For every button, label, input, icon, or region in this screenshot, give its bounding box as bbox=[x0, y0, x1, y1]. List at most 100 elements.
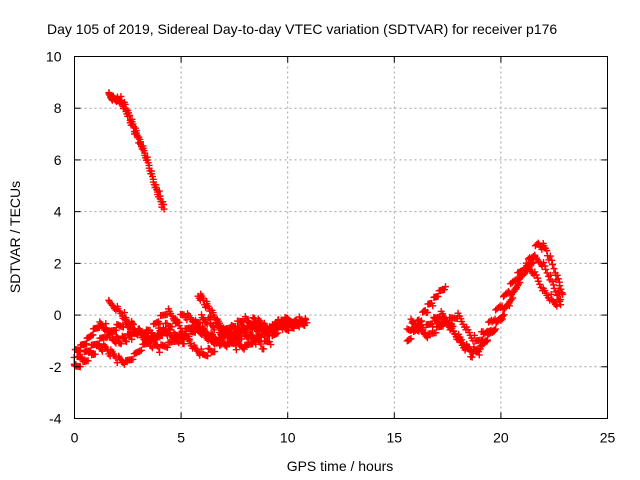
data-point bbox=[204, 352, 212, 360]
data-point bbox=[529, 252, 537, 260]
data-point bbox=[117, 92, 125, 100]
data-point bbox=[160, 205, 168, 213]
data-point bbox=[218, 340, 226, 348]
data-point bbox=[231, 333, 239, 341]
data-point bbox=[129, 355, 137, 363]
data-point bbox=[482, 338, 490, 346]
y-tick-label: 8 bbox=[54, 100, 62, 116]
data-point bbox=[84, 357, 92, 365]
data-point bbox=[500, 311, 508, 319]
data-point bbox=[412, 326, 420, 334]
plot-frame bbox=[74, 56, 608, 419]
data-point bbox=[407, 335, 415, 343]
data-point bbox=[295, 313, 303, 321]
data-point bbox=[424, 308, 432, 316]
data-point bbox=[223, 343, 231, 351]
data-point bbox=[156, 320, 164, 328]
data-point bbox=[161, 327, 169, 335]
y-tick-label: 4 bbox=[54, 204, 62, 220]
data-point bbox=[303, 319, 311, 327]
grid-lines bbox=[74, 56, 608, 419]
data-point bbox=[531, 251, 539, 259]
x-tick-label: 5 bbox=[177, 430, 185, 446]
y-tick-label: -4 bbox=[49, 411, 62, 427]
data-point bbox=[505, 289, 513, 297]
x-axis-ticks: 0 5 10 15 20 25 bbox=[71, 56, 616, 446]
data-point bbox=[91, 350, 99, 358]
data-point bbox=[232, 346, 240, 354]
data-point bbox=[79, 356, 87, 364]
data-point bbox=[553, 302, 561, 310]
data-point bbox=[536, 280, 544, 288]
data-point bbox=[559, 290, 567, 298]
data-point bbox=[490, 326, 498, 334]
data-point bbox=[550, 284, 558, 292]
y-tick-label: 6 bbox=[54, 152, 62, 168]
data-point bbox=[492, 325, 500, 333]
data-point bbox=[302, 316, 310, 324]
x-tick-label: 20 bbox=[493, 430, 509, 446]
y-tick-label: 2 bbox=[54, 255, 62, 271]
data-point bbox=[428, 320, 436, 328]
data-point bbox=[120, 309, 128, 317]
data-point bbox=[270, 325, 278, 333]
data-point bbox=[531, 268, 539, 276]
data-point bbox=[499, 312, 507, 320]
data-point bbox=[248, 321, 256, 329]
data-point bbox=[509, 294, 517, 302]
data-point bbox=[441, 283, 449, 291]
data-point bbox=[125, 111, 133, 119]
data-point bbox=[148, 344, 156, 352]
data-point bbox=[199, 296, 207, 304]
x-tick-label: 25 bbox=[600, 430, 616, 446]
y-tick-label: 10 bbox=[46, 49, 62, 65]
data-point bbox=[267, 341, 275, 349]
data-point bbox=[483, 327, 491, 335]
data-point bbox=[264, 330, 272, 338]
x-tick-label: 0 bbox=[71, 430, 79, 446]
data-point bbox=[128, 335, 136, 343]
data-point bbox=[121, 100, 129, 108]
data-point bbox=[429, 302, 437, 310]
data-point bbox=[274, 329, 282, 337]
data-points bbox=[70, 89, 567, 371]
data-point bbox=[417, 317, 425, 325]
data-point bbox=[491, 315, 499, 323]
data-point bbox=[134, 331, 142, 339]
data-point bbox=[553, 271, 561, 279]
data-point bbox=[434, 292, 442, 300]
data-point bbox=[257, 340, 265, 348]
data-point bbox=[476, 336, 484, 344]
data-point bbox=[117, 340, 125, 348]
data-point bbox=[98, 347, 106, 355]
data-point bbox=[546, 252, 554, 260]
data-point bbox=[554, 275, 562, 283]
data-point bbox=[197, 345, 205, 353]
series-arc-10 bbox=[428, 259, 565, 345]
y-axis-label: SDTVAR / TECUs bbox=[7, 181, 23, 293]
data-point bbox=[498, 302, 506, 310]
data-point bbox=[137, 346, 145, 354]
y-axis-ticks: -4 -2 0 2 4 6 8 10 bbox=[46, 49, 608, 427]
data-point bbox=[210, 326, 218, 334]
data-point bbox=[532, 271, 540, 279]
data-point bbox=[156, 348, 164, 356]
data-point bbox=[141, 334, 149, 342]
data-point bbox=[129, 320, 137, 328]
data-point bbox=[211, 348, 219, 356]
data-point bbox=[237, 329, 245, 337]
data-point bbox=[542, 265, 550, 273]
x-axis-label: GPS time / hours bbox=[287, 458, 394, 474]
data-point bbox=[265, 331, 273, 339]
series-arc-5 bbox=[194, 290, 311, 342]
data-point bbox=[153, 332, 161, 340]
data-point bbox=[556, 282, 564, 290]
data-point bbox=[111, 338, 119, 346]
data-point bbox=[276, 321, 284, 329]
data-point bbox=[180, 340, 188, 348]
data-point bbox=[113, 333, 121, 341]
data-point bbox=[138, 329, 146, 337]
data-point bbox=[89, 331, 97, 339]
data-point bbox=[513, 275, 521, 283]
